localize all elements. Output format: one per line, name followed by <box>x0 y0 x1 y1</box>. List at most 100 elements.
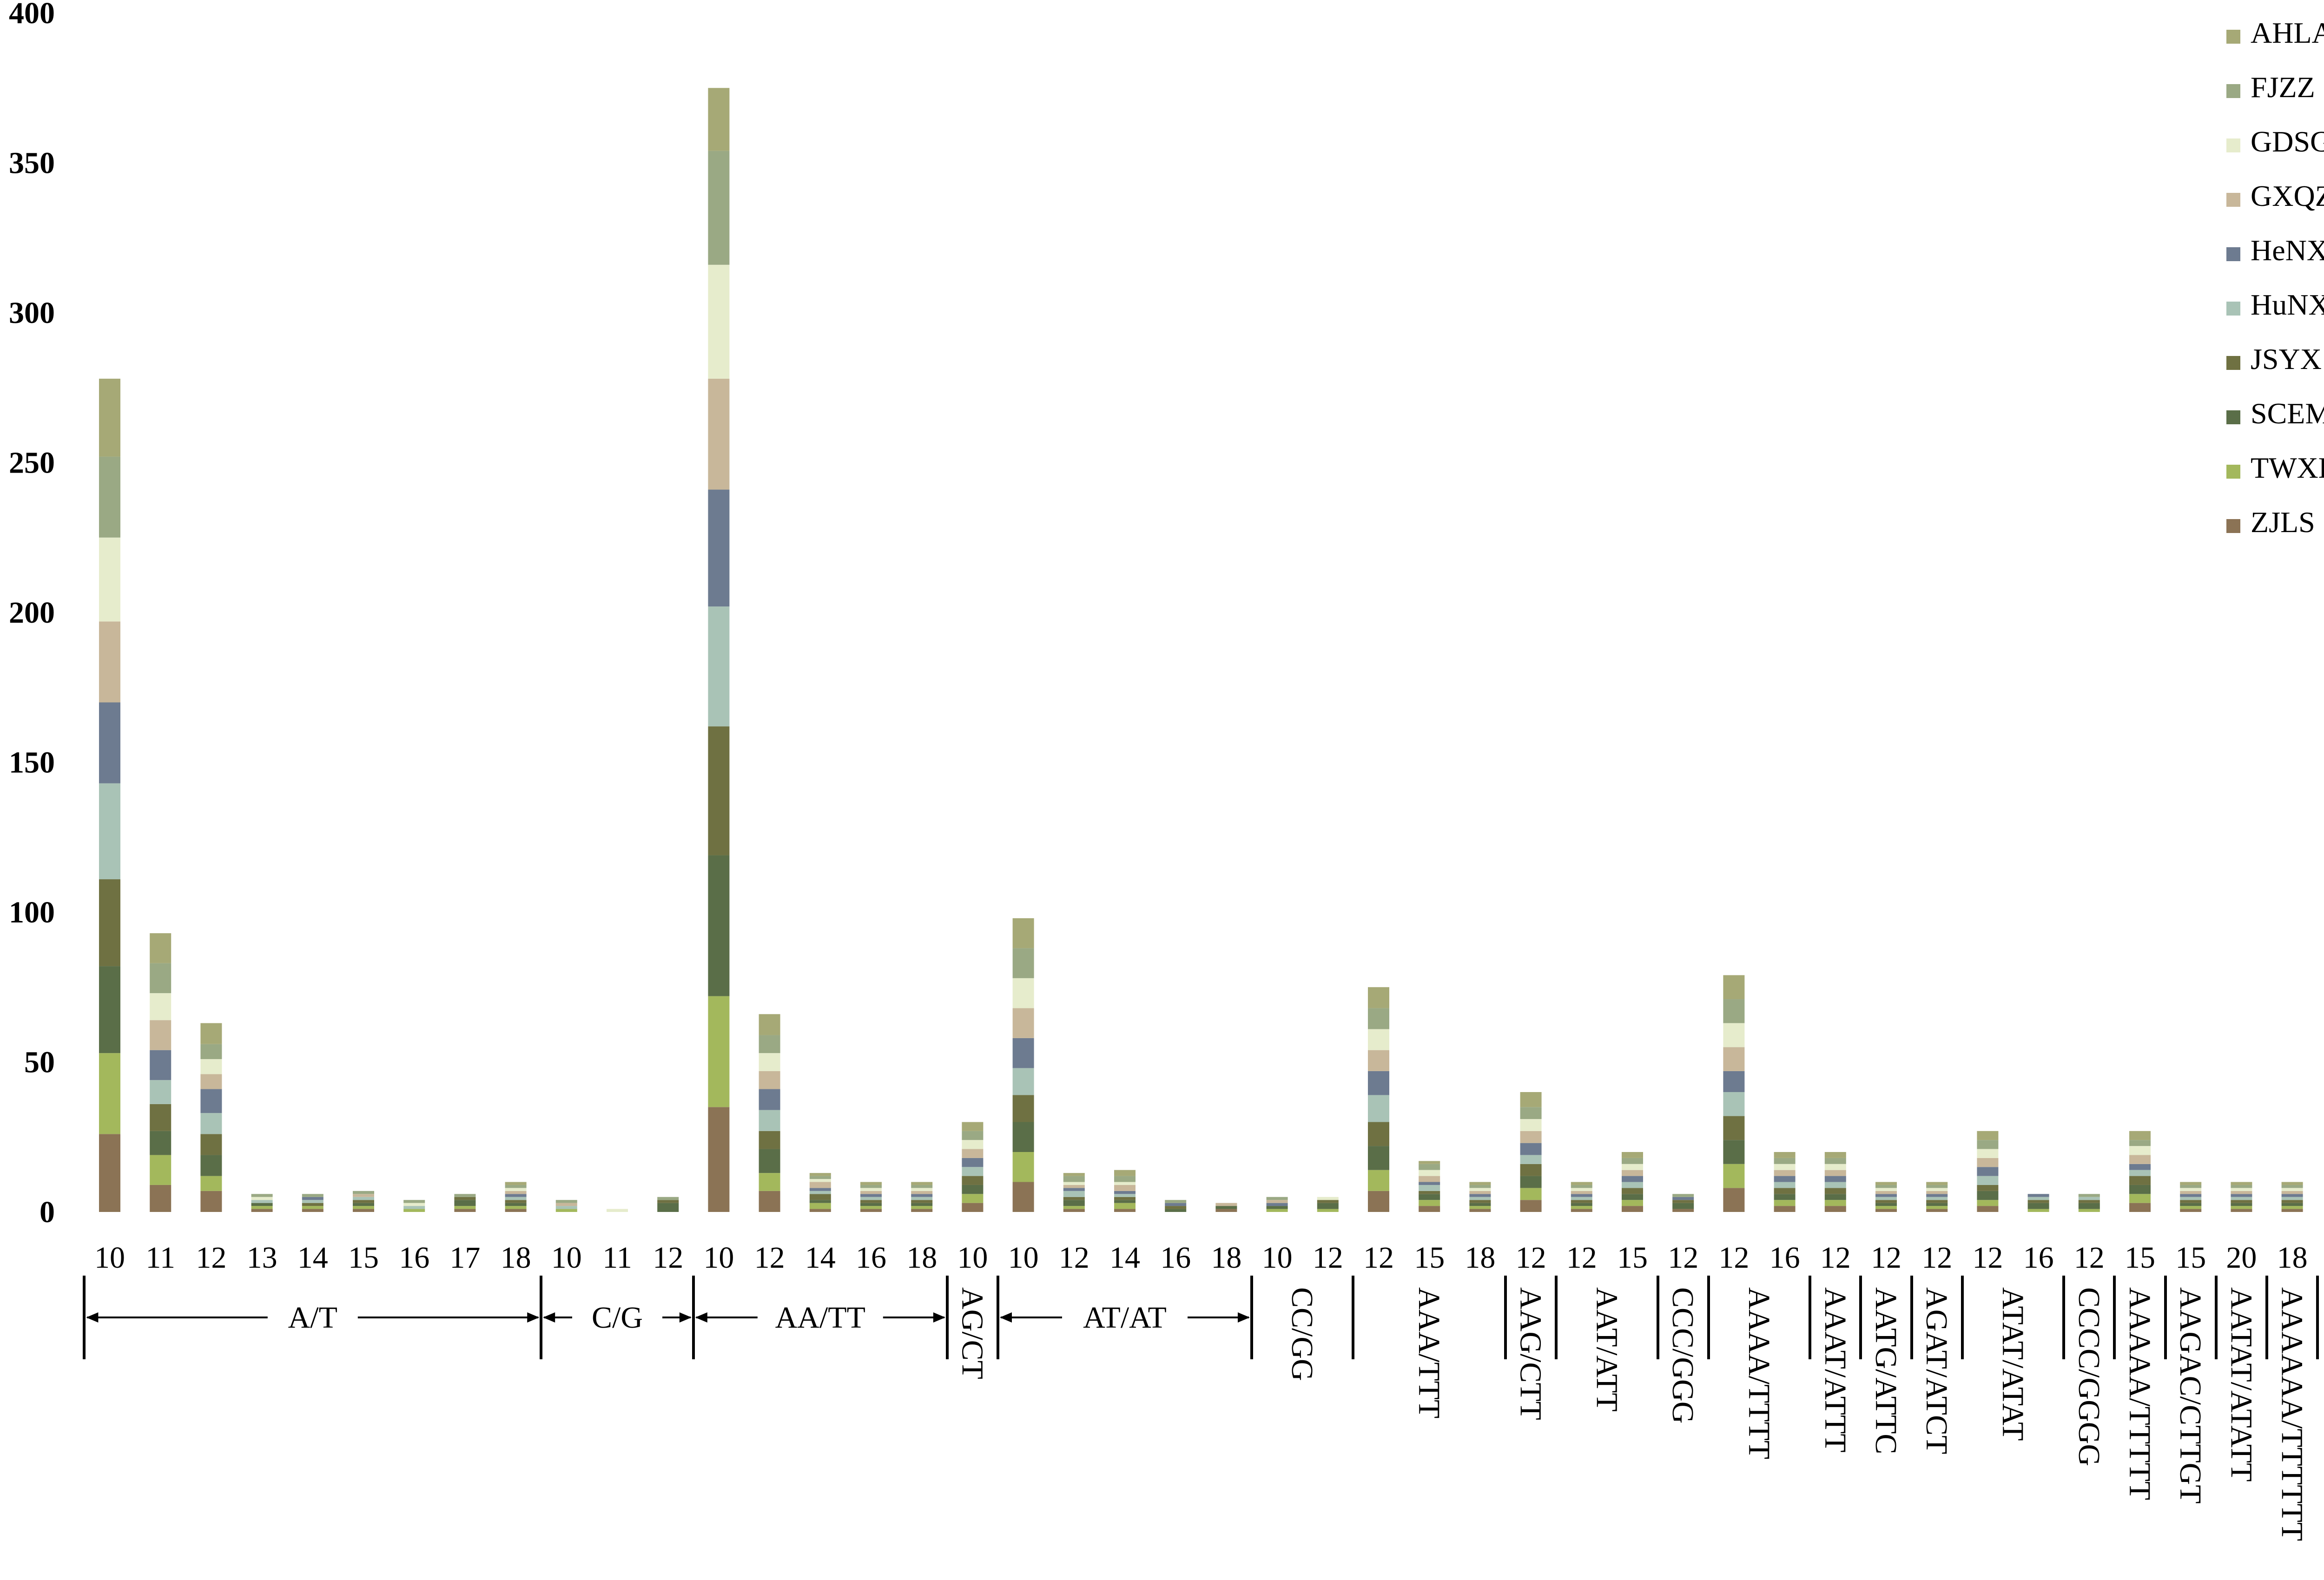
bar-segment-jsyx <box>860 1200 882 1203</box>
bar-segment-hunxx <box>708 606 730 727</box>
bar-segment-jsyx <box>505 1200 527 1203</box>
bar-segment-jsyx <box>1368 1122 1389 1146</box>
bar-segment-twxb <box>1824 1200 1846 1206</box>
bar-segment-fjzz <box>2281 1185 2303 1188</box>
x-tick-label: 14 <box>1109 1241 1140 1275</box>
bar-segment-gxqz <box>708 378 730 490</box>
bar-segment-zjls <box>1215 1209 1237 1212</box>
bar-segment-fjzz <box>1622 1158 1643 1164</box>
bar-segment-jsyx <box>1622 1188 1643 1194</box>
bar-segment-fjzz <box>99 456 120 538</box>
bar-segment-henxy <box>1875 1194 1897 1197</box>
arrow-head-left <box>695 1312 707 1323</box>
group-label: AA/TT <box>775 1301 865 1335</box>
bar-segment-jsyx <box>1114 1197 1136 1200</box>
x-tick-label: 18 <box>501 1241 531 1275</box>
bar-segment-scem <box>1266 1206 1288 1209</box>
bar-segment-fjzz <box>555 1200 577 1203</box>
bar-segment-twxb <box>353 1206 374 1209</box>
bar-segment-gxqz <box>1723 1047 1745 1071</box>
bar-segment-henxy <box>1774 1176 1796 1182</box>
x-tick-label: 16 <box>1769 1241 1800 1275</box>
bar-segment-scem <box>911 1203 933 1206</box>
arrow-head-right <box>527 1312 540 1323</box>
bar-segment-zjls <box>1774 1206 1796 1212</box>
group-label: AT/AT <box>1083 1301 1167 1335</box>
legend-swatch <box>2226 410 2240 424</box>
bar-segment-twxb <box>1114 1203 1136 1209</box>
x-tick-label: 10 <box>957 1241 988 1275</box>
bar-segment-fjzz <box>505 1185 527 1188</box>
bar-segment-twxb <box>1571 1206 1592 1209</box>
bar-segment-gdsg <box>1469 1188 1491 1191</box>
bar-segment-ahla <box>708 88 730 151</box>
bar-segment-scem <box>2231 1203 2252 1206</box>
bar-segment-zjls <box>302 1209 324 1212</box>
bar-segment-henxy <box>860 1194 882 1197</box>
bar-segment-henxy <box>2281 1194 2303 1197</box>
legend-swatch <box>2226 138 2240 152</box>
bar-segment-henxy <box>1063 1188 1085 1191</box>
bar-segment-ahla <box>1977 1131 1999 1140</box>
x-tick-label: 17 <box>449 1241 480 1275</box>
bar-segment-hunxx <box>1622 1182 1643 1188</box>
x-tick-label: 15 <box>348 1241 379 1275</box>
bar-segment-scem <box>708 855 730 996</box>
bar-segment-gxqz <box>759 1071 780 1089</box>
bar-segment-gxqz <box>200 1074 222 1089</box>
bar-segment-hunxx <box>555 1206 577 1209</box>
bar-segment-fjzz <box>2129 1140 2151 1146</box>
x-tick-label: 15 <box>2125 1241 2155 1275</box>
bar-segment-fjzz <box>403 1200 425 1203</box>
bar-segment-scem <box>200 1155 222 1176</box>
bar-segment-gxqz <box>505 1191 527 1194</box>
x-tick-label: 12 <box>653 1241 683 1275</box>
bar-segment-jsyx <box>1977 1185 1999 1191</box>
legend-label: FJZZ <box>2251 71 2315 104</box>
bar-segment-gxqz <box>1622 1170 1643 1176</box>
bar-segment-hunxx <box>1875 1197 1897 1200</box>
bar-segment-fjzz <box>1520 1107 1542 1119</box>
bar-segment-hunxx <box>200 1113 222 1134</box>
bar-segment-ahla <box>1774 1152 1796 1158</box>
bar-segment-fjzz <box>1723 999 1745 1023</box>
bar-segment-scem <box>1368 1146 1389 1170</box>
bar-segment-twxb <box>1266 1209 1288 1212</box>
bar-segment-zjls <box>2231 1209 2252 1212</box>
group-label: AAGAC/CTTGT <box>2173 1287 2207 1504</box>
bar-segment-jsyx <box>759 1131 780 1149</box>
bar-segment-zjls <box>1571 1209 1592 1212</box>
x-tick-label: 12 <box>1718 1241 1749 1275</box>
bar-segment-zjls <box>150 1185 172 1212</box>
x-tick-label: 16 <box>856 1241 886 1275</box>
bar-segment-zjls <box>860 1209 882 1212</box>
x-tick-label: 10 <box>703 1241 734 1275</box>
bar-segment-henxy <box>2231 1194 2252 1197</box>
x-tick-label: 12 <box>1871 1241 1901 1275</box>
bar-segment-gdsg <box>99 537 120 622</box>
bar-segment-gxqz <box>2129 1155 2151 1164</box>
x-tick-label: 16 <box>2023 1241 2054 1275</box>
bar-segment-scem <box>1419 1194 1440 1200</box>
bar-segment-hunxx <box>505 1197 527 1200</box>
bar-segment-henxy <box>962 1158 984 1167</box>
bar-segment-gdsg <box>911 1188 933 1191</box>
bar-segment-twxb <box>708 996 730 1107</box>
bar-segment-hunxx <box>150 1080 172 1104</box>
bar-segment-ahla <box>1368 987 1389 1008</box>
legend-label: SCEM <box>2251 397 2324 430</box>
bar-segment-scem <box>1926 1203 1948 1206</box>
bar-segment-gdsg <box>1012 978 1034 1008</box>
bar-segment-twxb <box>2078 1209 2100 1212</box>
bar-segment-fjzz <box>1571 1185 1592 1188</box>
bar-segment-scem <box>1012 1122 1034 1152</box>
y-tick-label: 0 <box>40 1195 55 1229</box>
bar-segment-fjzz <box>1926 1185 1948 1188</box>
bar-segment-scem <box>150 1131 172 1155</box>
bar-segment-gdsg <box>962 1140 984 1149</box>
bar-segment-gdsg <box>1875 1188 1897 1191</box>
bar-segment-gdsg <box>860 1188 882 1191</box>
x-tick-label: 12 <box>754 1241 785 1275</box>
bar-segment-gxqz <box>99 621 120 703</box>
bar-segment-twxb <box>302 1206 324 1209</box>
